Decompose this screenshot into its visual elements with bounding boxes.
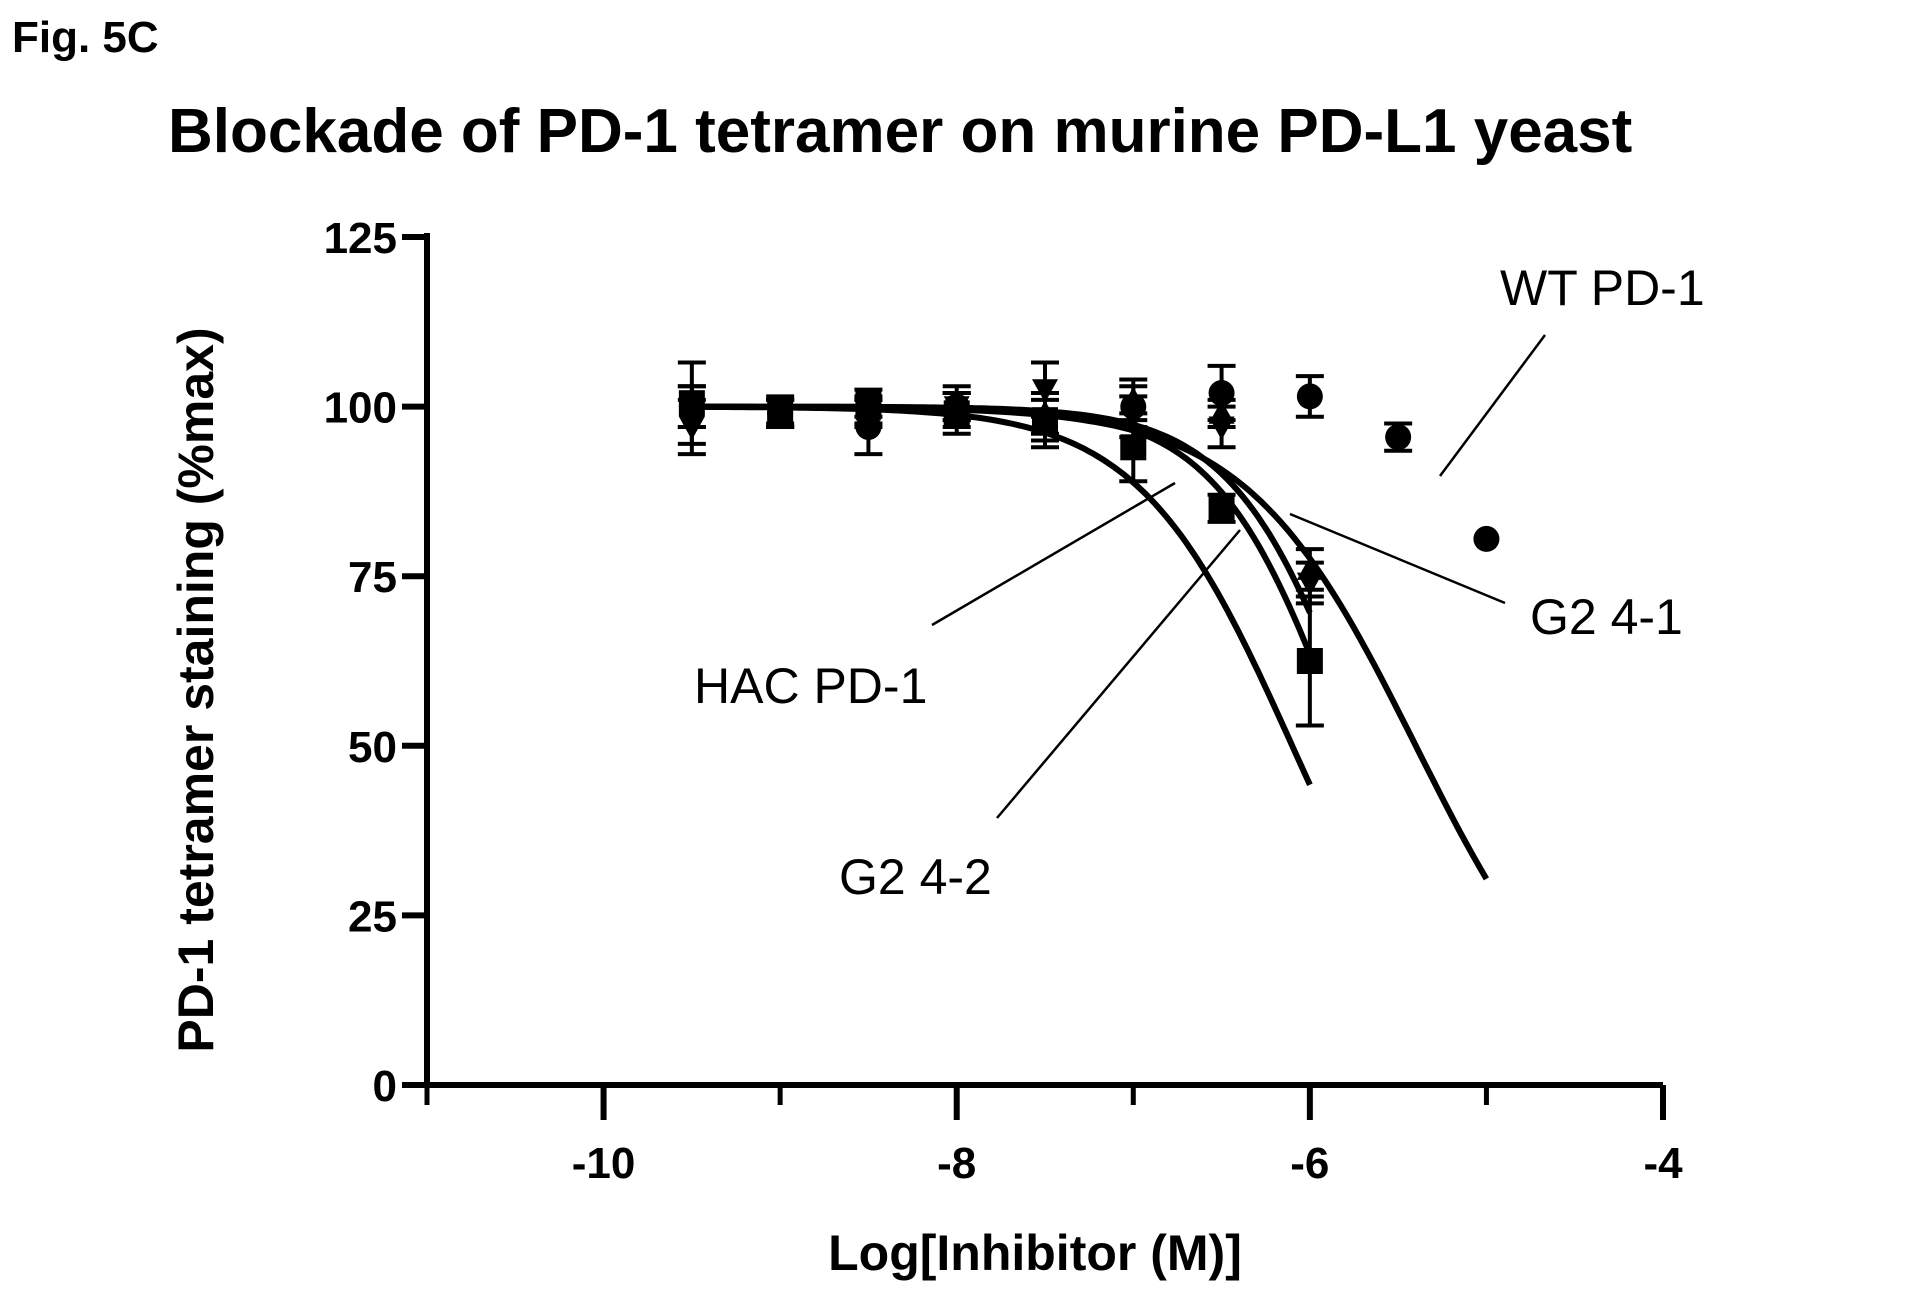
data-point <box>855 396 882 421</box>
data-point <box>1296 383 1323 410</box>
data-point <box>1208 495 1235 522</box>
y-tick-label: 125 <box>324 214 397 263</box>
annotation-label: G2 4-1 <box>1530 589 1683 645</box>
data-point <box>1032 379 1058 403</box>
fit-curve <box>691 403 1489 881</box>
annotations: WT PD-1 G2 4-1 HAC PD-1 G2 4-2 <box>694 260 1705 905</box>
data-point <box>678 393 705 417</box>
figure-label: Fig. 5C <box>12 13 159 62</box>
data-point <box>855 413 882 440</box>
y-tick-label: 75 <box>348 553 397 602</box>
data-point <box>1120 406 1147 430</box>
y-tick-label: 25 <box>348 892 397 941</box>
annotation-leader <box>996 529 1241 819</box>
data-points <box>678 379 1500 674</box>
data-point <box>1473 525 1500 552</box>
chart-title: Blockade of PD-1 tetramer on murine PD-L… <box>168 97 1632 166</box>
y-tick-label: 100 <box>324 384 397 433</box>
data-point <box>1296 648 1323 674</box>
x-tick-label: -10 <box>572 1139 636 1188</box>
data-point <box>943 393 970 417</box>
x-tick-label: -8 <box>937 1139 976 1188</box>
annotation-leader <box>1438 334 1547 477</box>
fit-curve <box>691 403 1313 656</box>
data-point <box>1385 424 1412 451</box>
data-point <box>767 396 794 421</box>
fit-curves <box>691 403 1489 881</box>
data-point <box>678 416 705 440</box>
annotation-label: G2 4-2 <box>839 849 992 905</box>
annotation-label: HAC PD-1 <box>694 658 927 714</box>
x-axis-label: Log[Inhibitor (M)] <box>828 1225 1242 1281</box>
axes: 0 25 50 75 100 125 -10 -8 -6 -4 <box>324 214 1684 1188</box>
annotation-label: WT PD-1 <box>1500 260 1705 316</box>
x-tick-label: -6 <box>1290 1139 1329 1188</box>
data-point <box>1296 556 1323 580</box>
x-tick-label: -4 <box>1643 1139 1683 1188</box>
data-point <box>1208 380 1235 407</box>
data-point <box>1120 386 1147 411</box>
y-tick-label: 50 <box>348 723 397 772</box>
annotation-leader <box>931 481 1176 627</box>
y-axis-label: PD-1 tetramer staining (%max) <box>168 327 224 1052</box>
data-point <box>1032 400 1058 424</box>
data-point <box>1120 434 1147 461</box>
fit-curve <box>691 403 1313 614</box>
annotation-leader <box>1289 512 1506 605</box>
y-tick-label: 0 <box>373 1062 397 1111</box>
data-point <box>1208 400 1235 424</box>
